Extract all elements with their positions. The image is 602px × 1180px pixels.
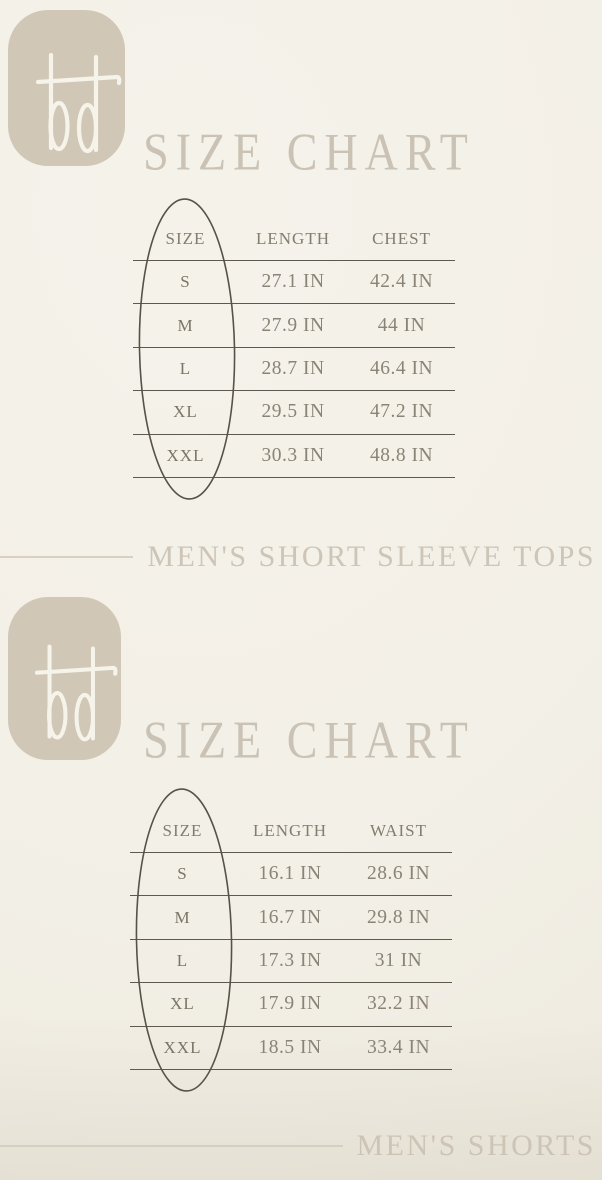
table-row: L 17.3 IN 31 IN	[130, 940, 452, 984]
divider-line	[0, 556, 134, 558]
length-value-cell: 30.3 IN	[261, 444, 325, 466]
brand-logo	[8, 10, 125, 166]
section-caption: MEN'S SHORT SLEEVE TOPS	[147, 540, 596, 573]
column-header-length: LENGTH	[253, 820, 327, 840]
size-label-cell: S	[177, 864, 188, 884]
size-label-cell: XXL	[166, 445, 205, 465]
length-value-cell: 17.3 IN	[258, 949, 322, 971]
bb-monogram-icon	[34, 644, 118, 742]
size-label-cell: XL	[170, 994, 195, 1014]
divider-line	[0, 1145, 343, 1147]
size-label-cell: L	[176, 950, 189, 970]
column-header-length: LENGTH	[256, 228, 330, 248]
section-caption-row: MEN'S SHORT SLEEVE TOPS	[0, 539, 596, 575]
table-row: L 28.7 IN 46.4 IN	[133, 348, 455, 392]
table-row: M 27.9 IN 44 IN	[133, 304, 455, 348]
column-header-size: SIZE	[165, 228, 206, 248]
waist-value-cell: 32.2 IN	[366, 993, 431, 1015]
chest-value-cell: 42.4 IN	[369, 271, 434, 293]
size-label-cell: XL	[173, 402, 198, 422]
waist-value-cell: 29.8 IN	[366, 906, 431, 928]
chest-value-cell: 44 IN	[377, 314, 426, 336]
column-header-waist: WAIST	[370, 820, 427, 840]
size-table-header: SIZE LENGTH CHEST	[133, 217, 455, 261]
table-row: XL 29.5 IN 47.2 IN	[133, 391, 455, 435]
size-label-cell: L	[179, 358, 192, 378]
column-header-chest: CHEST	[372, 228, 431, 248]
waist-value-cell: 31 IN	[374, 949, 423, 971]
section-caption: MEN'S SHORTS	[356, 1129, 596, 1162]
length-value-cell: 28.7 IN	[261, 357, 325, 379]
length-value-cell: 16.1 IN	[258, 863, 322, 885]
length-value-cell: 27.1 IN	[261, 271, 325, 293]
size-label-cell: M	[174, 907, 191, 927]
table-row: XXL 30.3 IN 48.8 IN	[133, 435, 455, 478]
size-label-cell: M	[177, 315, 194, 335]
chest-value-cell: 47.2 IN	[369, 401, 434, 423]
length-value-cell: 27.9 IN	[261, 314, 325, 336]
waist-value-cell: 33.4 IN	[366, 1036, 431, 1058]
size-table-tops: SIZE LENGTH CHEST S 27.1 IN 42.4 IN M 27…	[133, 217, 455, 478]
table-row: S 16.1 IN 28.6 IN	[130, 853, 452, 897]
bb-monogram-icon	[35, 52, 122, 154]
brand-logo	[8, 597, 121, 760]
waist-value-cell: 28.6 IN	[366, 863, 431, 885]
size-label-cell: S	[180, 272, 191, 292]
length-value-cell: 17.9 IN	[258, 993, 322, 1015]
size-chart-title: SIZE CHART	[143, 122, 475, 181]
size-chart-title: SIZE CHART	[143, 710, 475, 769]
table-row: XXL 18.5 IN 33.4 IN	[130, 1027, 452, 1070]
section-caption-row: MEN'S SHORTS	[0, 1128, 596, 1164]
length-value-cell: 29.5 IN	[261, 401, 325, 423]
chest-value-cell: 46.4 IN	[369, 357, 434, 379]
table-row: XL 17.9 IN 32.2 IN	[130, 983, 452, 1027]
size-label-cell: XXL	[163, 1037, 202, 1057]
size-table-header: SIZE LENGTH WAIST	[130, 809, 452, 853]
length-value-cell: 18.5 IN	[258, 1036, 322, 1058]
chest-value-cell: 48.8 IN	[369, 444, 434, 466]
column-header-size: SIZE	[162, 820, 203, 840]
table-row: S 27.1 IN 42.4 IN	[133, 261, 455, 305]
table-row: M 16.7 IN 29.8 IN	[130, 896, 452, 940]
length-value-cell: 16.7 IN	[258, 906, 322, 928]
size-table-shorts: SIZE LENGTH WAIST S 16.1 IN 28.6 IN M 16…	[130, 809, 452, 1070]
